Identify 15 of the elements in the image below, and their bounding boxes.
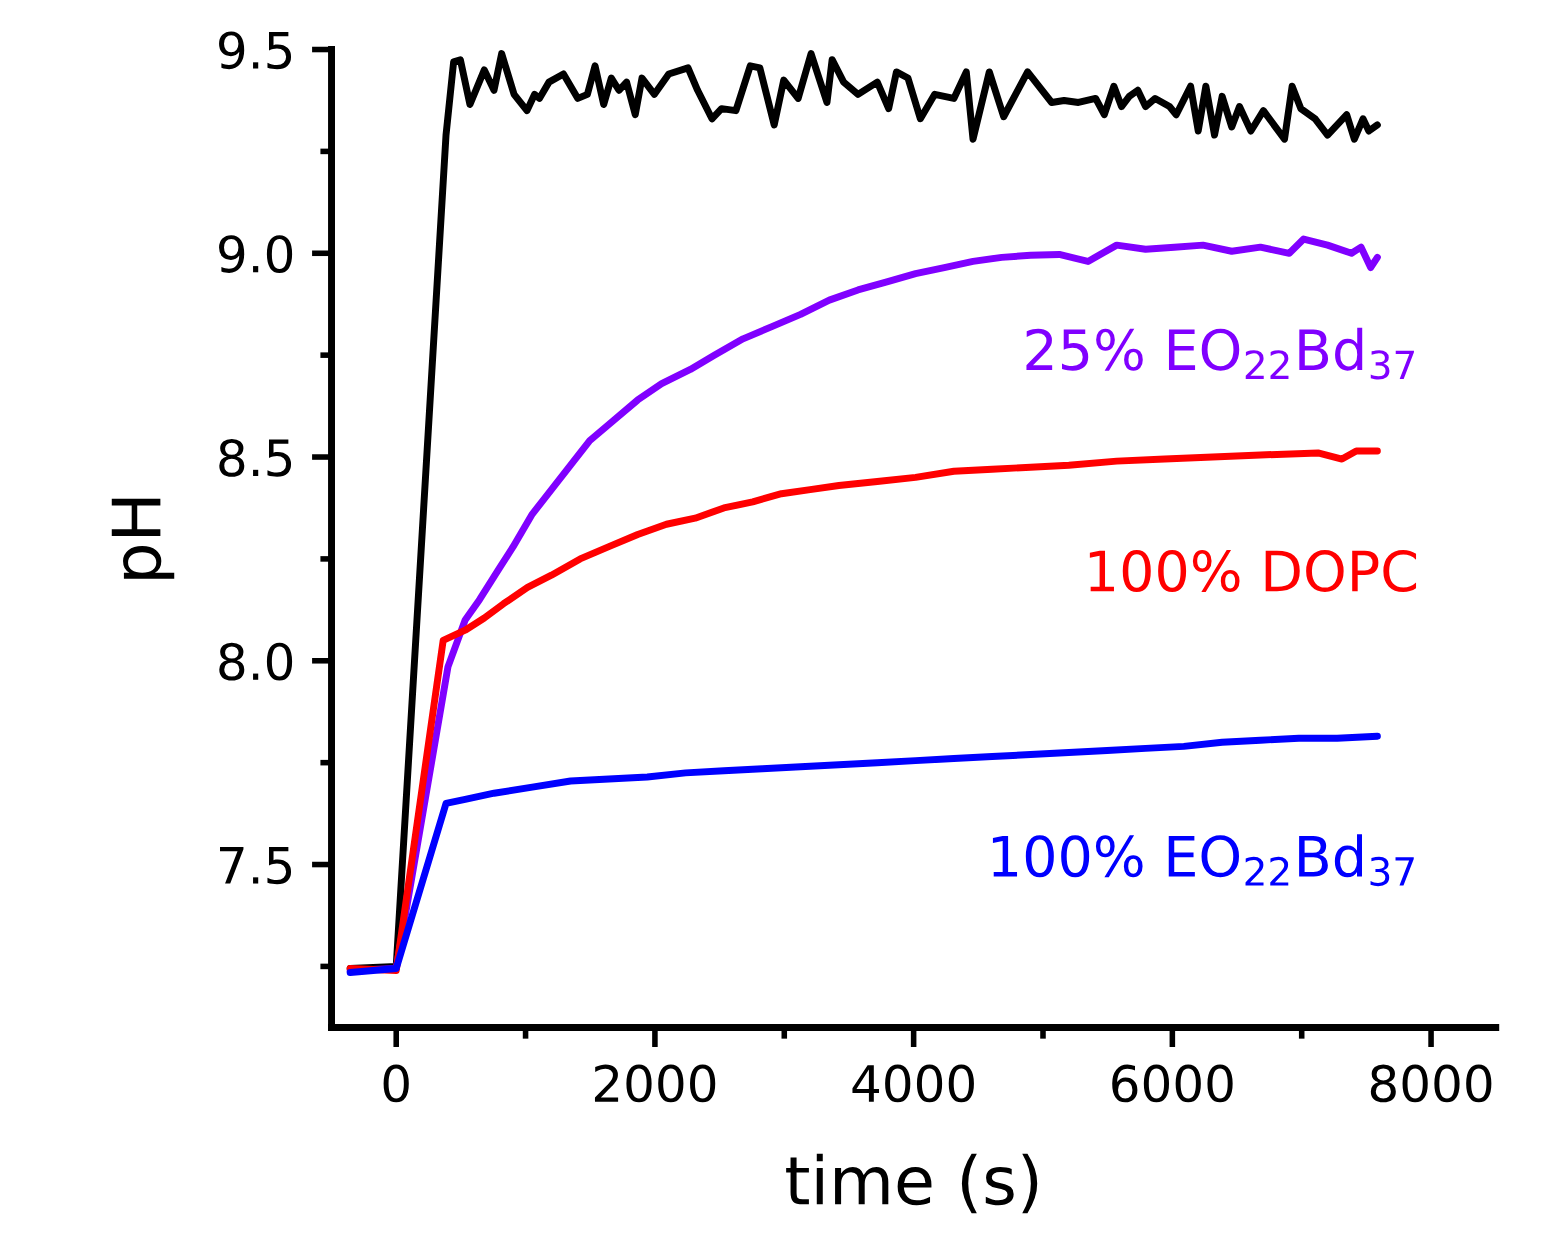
- y-tick-label: 7.5: [220, 847, 292, 885]
- text: 9.0: [219, 235, 293, 273]
- y-tick-label: 8.5: [219, 438, 292, 477]
- y-axis-title: pH: [111, 498, 175, 579]
- x-tick-label: 2000: [594, 1064, 716, 1103]
- series-label: 25% EO$_{22}$Bd$_{37}$: [1026, 327, 1414, 380]
- text: 8.0: [219, 642, 293, 681]
- x-tick-label: 0: [383, 1064, 409, 1103]
- x-tick-label: 4000: [852, 1064, 974, 1103]
- x-tick-label: 8000: [1370, 1064, 1492, 1103]
- y-tick-label: 9.5: [219, 31, 292, 70]
- x-axis-title: time (s): [786, 1153, 1038, 1214]
- series-label: 100% DOPC: [1089, 550, 1417, 593]
- series-label: 100% EO$_{22}$Bd$_{37}$: [992, 834, 1414, 887]
- x-tick-label: 6000: [1112, 1064, 1233, 1103]
